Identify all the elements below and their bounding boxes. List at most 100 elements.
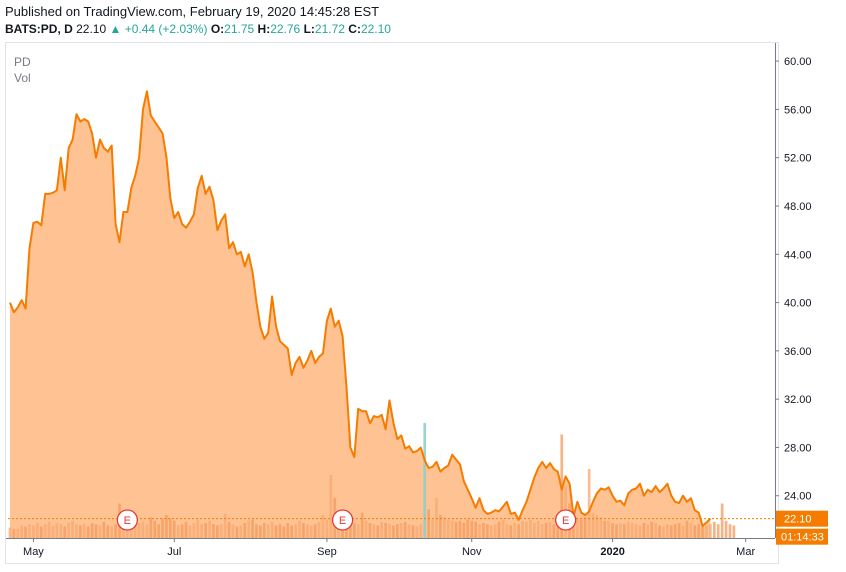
volume-bar	[32, 525, 35, 539]
volume-bar	[419, 524, 423, 538]
volume-bar	[149, 517, 153, 538]
volume-bar	[705, 525, 708, 539]
volume-bar	[443, 517, 446, 538]
volume-bar	[133, 524, 137, 538]
high-label: H:	[257, 22, 271, 36]
volume-bar	[529, 519, 532, 538]
legend-volume: Vol	[14, 71, 31, 85]
volume-bar	[658, 525, 661, 539]
y-tick-label: 28.00	[784, 442, 812, 454]
volume-bar	[302, 523, 305, 538]
volume-bar	[364, 520, 368, 539]
countdown-box	[776, 528, 828, 545]
quote-line: BATS:PD, D 22.10 ▲ +0.44 (+2.03%) O:21.7…	[5, 22, 391, 36]
volume-bar	[603, 520, 607, 539]
volume-bar	[86, 526, 90, 538]
volume-bar	[251, 519, 254, 538]
volume-bar	[626, 521, 630, 538]
volume-bar	[407, 524, 411, 538]
volume-bar	[509, 525, 513, 539]
volume-bar	[55, 523, 59, 538]
volume-bar	[466, 519, 470, 538]
symbol-label: BATS:PD, D	[5, 22, 73, 36]
volume-bar	[486, 524, 489, 538]
volume-bar	[482, 523, 485, 538]
earnings-marker-label: E	[562, 515, 569, 527]
volume-bar	[607, 520, 610, 539]
volume-bar	[556, 525, 560, 539]
volume-bar	[677, 523, 681, 538]
volume-bar	[450, 520, 454, 539]
volume-bar	[630, 523, 634, 538]
earnings-marker	[116, 509, 139, 531]
price-area	[10, 91, 711, 539]
y-tick-label: 52.00	[784, 153, 812, 165]
volume-bar	[716, 524, 720, 538]
volume-bar	[497, 521, 501, 538]
volume-bar	[446, 519, 450, 538]
volume-bar	[306, 524, 309, 538]
low-value: 21.72	[314, 22, 345, 36]
volume-bar	[685, 520, 689, 539]
volume-bar	[188, 525, 192, 539]
volume-bar	[94, 524, 98, 538]
volume-bar	[192, 523, 196, 538]
last-price-label: 22.10	[784, 514, 812, 526]
volume-bar	[489, 525, 493, 539]
volume-bar	[75, 524, 78, 538]
y-tick-label: 60.00	[784, 56, 812, 68]
volume-bar	[611, 523, 614, 538]
volume-bar	[368, 523, 372, 538]
volume-bar	[403, 521, 407, 538]
volume-bar	[325, 519, 329, 538]
volume-bar	[732, 525, 736, 539]
volume-bar	[666, 524, 669, 538]
y-tick-label: 24.00	[784, 491, 812, 503]
volume-bar	[356, 524, 360, 538]
volume-bar	[165, 515, 168, 538]
volume-bar	[90, 523, 94, 538]
volume-bar	[259, 525, 262, 539]
last-price-box	[776, 510, 828, 527]
volume-bar	[521, 520, 524, 539]
volume-bar	[106, 525, 110, 539]
volume-bar	[137, 523, 141, 538]
volume-bar	[110, 526, 113, 538]
volume-bar	[266, 524, 270, 538]
volume-bar	[478, 524, 481, 538]
volume-bar	[286, 523, 290, 538]
volume-bar	[157, 524, 160, 538]
volume-bar	[82, 524, 86, 538]
volume-bar	[270, 521, 274, 538]
volume-bar	[517, 524, 520, 538]
volume-bar	[474, 521, 477, 538]
volume-bar	[239, 525, 243, 539]
last-price: 22.10	[76, 22, 107, 36]
volume-bar	[321, 515, 325, 538]
volume-bar	[200, 524, 203, 538]
volume-bar	[219, 524, 223, 538]
volume-bar	[693, 525, 697, 539]
volume-bar	[176, 525, 180, 539]
x-tick-label: 2020	[600, 546, 624, 558]
price-line	[9, 90, 712, 527]
volume-bar	[501, 519, 505, 538]
volume-bar	[294, 524, 297, 538]
volume-bar	[313, 524, 317, 538]
volume-bar	[79, 525, 82, 539]
volume-bar	[638, 525, 642, 539]
volume-bar	[713, 521, 716, 538]
volume-bar	[12, 528, 16, 538]
volume-bar	[278, 524, 282, 538]
volume-bar	[353, 523, 356, 538]
volume-bar	[317, 521, 321, 538]
volume-bar	[536, 520, 540, 539]
volume-bar	[114, 524, 117, 538]
price-change: +0.44 (+2.03%)	[124, 22, 208, 36]
volume-bar	[360, 512, 364, 538]
open-label: O:	[210, 22, 225, 36]
volume-bar	[20, 525, 23, 539]
x-tick-label: Nov	[462, 546, 482, 558]
volume-bar	[161, 518, 164, 538]
